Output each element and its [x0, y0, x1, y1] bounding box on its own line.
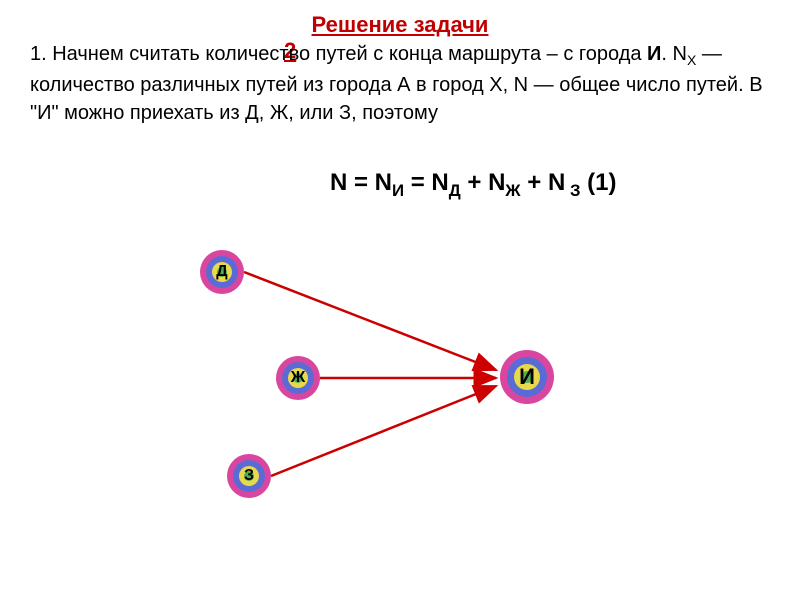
edges-svg: [0, 0, 800, 600]
